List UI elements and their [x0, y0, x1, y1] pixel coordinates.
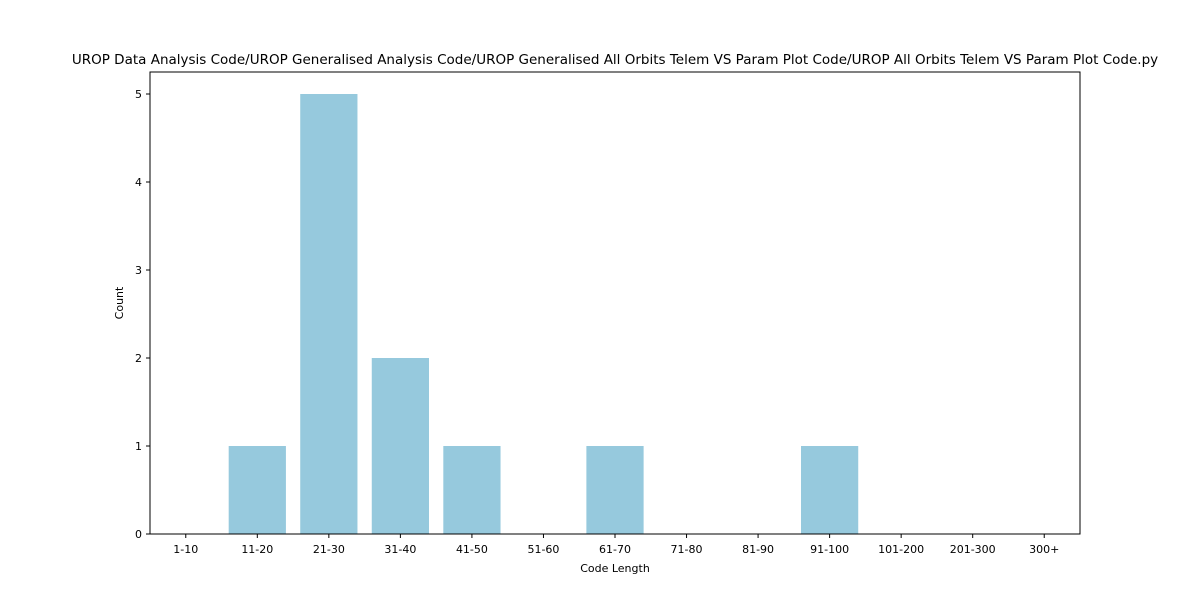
bar-91-100 [801, 446, 858, 534]
bar-11-20 [229, 446, 286, 534]
y-tick-label: 2 [135, 352, 142, 365]
y-axis-label: Count [113, 286, 126, 319]
bar-21-30 [300, 94, 357, 534]
x-tick-label: 201-300 [950, 543, 996, 556]
bar-31-40 [372, 358, 429, 534]
x-tick-label: 51-60 [527, 543, 559, 556]
x-axis-ticks: 1-10 11-20 21-30 31-40 41-50 51-60 61-70 71-80 8… [173, 534, 1059, 556]
x-tick-label: 41-50 [456, 543, 488, 556]
y-tick-label: 0 [135, 528, 142, 541]
bars-group [229, 94, 859, 534]
x-tick-label: 1-10 [173, 543, 198, 556]
y-tick-label: 3 [135, 264, 142, 277]
bar-41-50 [443, 446, 500, 534]
bar-61-70 [586, 446, 643, 534]
x-tick-label: 300+ [1029, 543, 1059, 556]
x-tick-label: 71-80 [671, 543, 703, 556]
x-tick-label: 61-70 [599, 543, 631, 556]
y-tick-label: 5 [135, 88, 142, 101]
y-tick-label: 1 [135, 440, 142, 453]
x-tick-label: 21-30 [313, 543, 345, 556]
x-tick-label: 11-20 [241, 543, 273, 556]
x-tick-label: 101-200 [878, 543, 924, 556]
x-axis-label: Code Length [580, 562, 650, 575]
y-tick-label: 4 [135, 176, 142, 189]
y-axis-ticks: 0 1 2 3 4 5 [135, 88, 150, 541]
chart-title: UROP Data Analysis Code/UROP Generalised… [72, 52, 1158, 68]
x-tick-label: 81-90 [742, 543, 774, 556]
x-tick-label: 31-40 [384, 543, 416, 556]
x-tick-label: 91-100 [810, 543, 849, 556]
